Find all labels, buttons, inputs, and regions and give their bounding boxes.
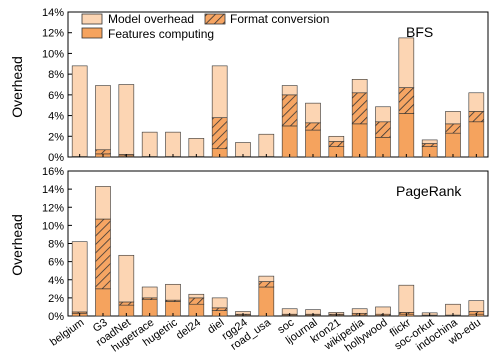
pagerank-bar-model-overhead-g3 bbox=[95, 186, 111, 220]
legend-label-model-overhead: Model overhead bbox=[108, 12, 194, 26]
pagerank-bar-format-conversion-del24 bbox=[188, 297, 205, 305]
category-label-del24: del24 bbox=[174, 317, 203, 342]
pagerank-bar-format-conversion-road-usa bbox=[258, 281, 275, 288]
bfs-bar-model-overhead-g3 bbox=[95, 85, 111, 151]
bfs-bar-model-overhead-road-usa bbox=[258, 133, 275, 157]
pagerank-ytick-label: 16% bbox=[42, 166, 64, 178]
bfs-bar-features-computing-indochina bbox=[445, 132, 461, 158]
bfs-ytick-label: 14% bbox=[42, 7, 64, 19]
legend-swatch-model-overhead bbox=[81, 13, 103, 25]
pagerank-ytick-label: 0% bbox=[48, 311, 64, 323]
pagerank-bar-model-overhead-flickr bbox=[398, 284, 415, 313]
pagerank-ylabel: Overhead bbox=[9, 214, 25, 275]
bfs-ytick-label: 2% bbox=[48, 131, 64, 143]
bfs-bar-model-overhead-flickr bbox=[398, 37, 415, 88]
bfs-bar-features-computing-soc bbox=[281, 125, 298, 158]
bfs-bar-model-overhead-indochina bbox=[445, 111, 461, 125]
pagerank-bar-model-overhead-hugetrace bbox=[141, 286, 158, 299]
bfs-bar-format-conversion-hollywood bbox=[375, 121, 391, 138]
pagerank-ytick-label: 12% bbox=[42, 202, 64, 214]
bfs-bar-model-overhead-roadnet bbox=[118, 84, 135, 155]
bfs-bar-features-computing-ljournal bbox=[305, 129, 321, 158]
legend-label-format-conversion: Format conversion bbox=[230, 12, 329, 26]
legend: Model overhead Format conversion Feature… bbox=[81, 12, 329, 41]
bfs-bar-model-overhead-wb-edu bbox=[468, 92, 485, 112]
pagerank-bar-model-overhead-road-usa bbox=[258, 275, 275, 282]
bfs-bar-format-conversion-flickr bbox=[398, 87, 415, 114]
bfs-panel-title: BFS bbox=[406, 24, 433, 40]
legend-swatch-format-conversion bbox=[204, 13, 226, 25]
bfs-bar-features-computing-wb-edu bbox=[468, 121, 485, 158]
bfs-bar-model-overhead-del24 bbox=[188, 138, 205, 157]
bfs-ytick-label: 8% bbox=[48, 69, 64, 81]
pagerank-bar-model-overhead-diel bbox=[211, 297, 228, 309]
pagerank-ytick-label: 4% bbox=[48, 275, 64, 287]
legend-label-features-computing: Features computing bbox=[108, 27, 214, 41]
bfs-bar-format-conversion-diel bbox=[211, 117, 228, 150]
bfs-bar-model-overhead-hugetric bbox=[165, 131, 181, 157]
pagerank-bar-format-conversion-g3 bbox=[95, 218, 111, 290]
pagerank-bar-model-overhead-belgium bbox=[71, 241, 88, 313]
pagerank-ytick-label: 6% bbox=[48, 257, 64, 269]
bfs-bar-format-conversion-wikipedia bbox=[351, 92, 368, 125]
bfs-bar-format-conversion-g3 bbox=[95, 149, 111, 155]
bfs-ytick-label: 4% bbox=[48, 111, 64, 123]
bfs-panel: Overhead BFS 0% 2% 4% 6% 8% 10% 12% 14% bbox=[9, 7, 489, 164]
pagerank-ytick-label: 8% bbox=[48, 239, 64, 251]
bfs-ytick-label: 10% bbox=[42, 48, 64, 60]
bfs-bar-format-conversion-wb-edu bbox=[468, 111, 485, 123]
bfs-bar-format-conversion-indochina bbox=[445, 123, 461, 134]
bfs-bar-model-overhead-wikipedia bbox=[351, 79, 368, 94]
bfs-bar-model-overhead-ljournal bbox=[305, 102, 321, 124]
bfs-bar-model-overhead-soc-orkut bbox=[421, 139, 438, 144]
bfs-bar-format-conversion-kron21 bbox=[328, 141, 345, 147]
pagerank-bar-model-overhead-hugetric bbox=[165, 283, 181, 301]
bfs-bar-model-overhead-soc bbox=[281, 85, 298, 96]
pagerank-bar-model-overhead-wikipedia bbox=[351, 308, 368, 314]
bfs-bar-format-conversion-ljournal bbox=[305, 122, 321, 131]
pagerank-ytick-label: 2% bbox=[48, 293, 64, 305]
bfs-bar-model-overhead-kron21 bbox=[328, 135, 345, 142]
pagerank-bar-features-computing-road-usa bbox=[258, 286, 275, 317]
pagerank-bar-format-conversion-diel bbox=[211, 307, 228, 311]
pagerank-bar-model-overhead-roadnet bbox=[118, 254, 135, 303]
bfs-bar-model-overhead-belgium bbox=[71, 65, 88, 157]
bfs-ytick-label: 0% bbox=[48, 152, 64, 164]
bfs-bar-format-conversion-soc bbox=[281, 94, 298, 127]
bfs-bar-model-overhead-hugetrace bbox=[141, 131, 158, 157]
bfs-ylabel: Overhead bbox=[9, 56, 25, 117]
pagerank-ytick-label: 14% bbox=[42, 184, 64, 196]
bfs-bar-features-computing-flickr bbox=[398, 113, 415, 158]
pagerank-panel-title: PageRank bbox=[396, 183, 462, 199]
pagerank-bar-model-overhead-wb-edu bbox=[468, 300, 485, 312]
bfs-bar-model-overhead-diel bbox=[211, 65, 228, 118]
legend-swatch-features-computing bbox=[81, 27, 103, 39]
bfs-bar-model-overhead-hollywood bbox=[375, 106, 391, 123]
bfs-plot-frame bbox=[67, 11, 489, 158]
pagerank-ytick-label: 10% bbox=[42, 220, 64, 232]
bfs-bar-features-computing-wikipedia bbox=[351, 123, 368, 158]
pagerank-bar-format-conversion-roadnet bbox=[118, 301, 135, 306]
pagerank-bar-features-computing-g3 bbox=[95, 288, 111, 317]
bfs-ytick-label: 6% bbox=[48, 90, 64, 102]
pagerank-bar-model-overhead-del24 bbox=[188, 293, 205, 299]
bfs-bar-format-conversion-soc-orkut bbox=[421, 143, 438, 147]
bfs-ytick-label: 12% bbox=[42, 28, 64, 40]
pagerank-panel: Overhead PageRank 0% 2% 4% 6% 8% 10% 12% 14% 16% bbox=[9, 166, 489, 323]
